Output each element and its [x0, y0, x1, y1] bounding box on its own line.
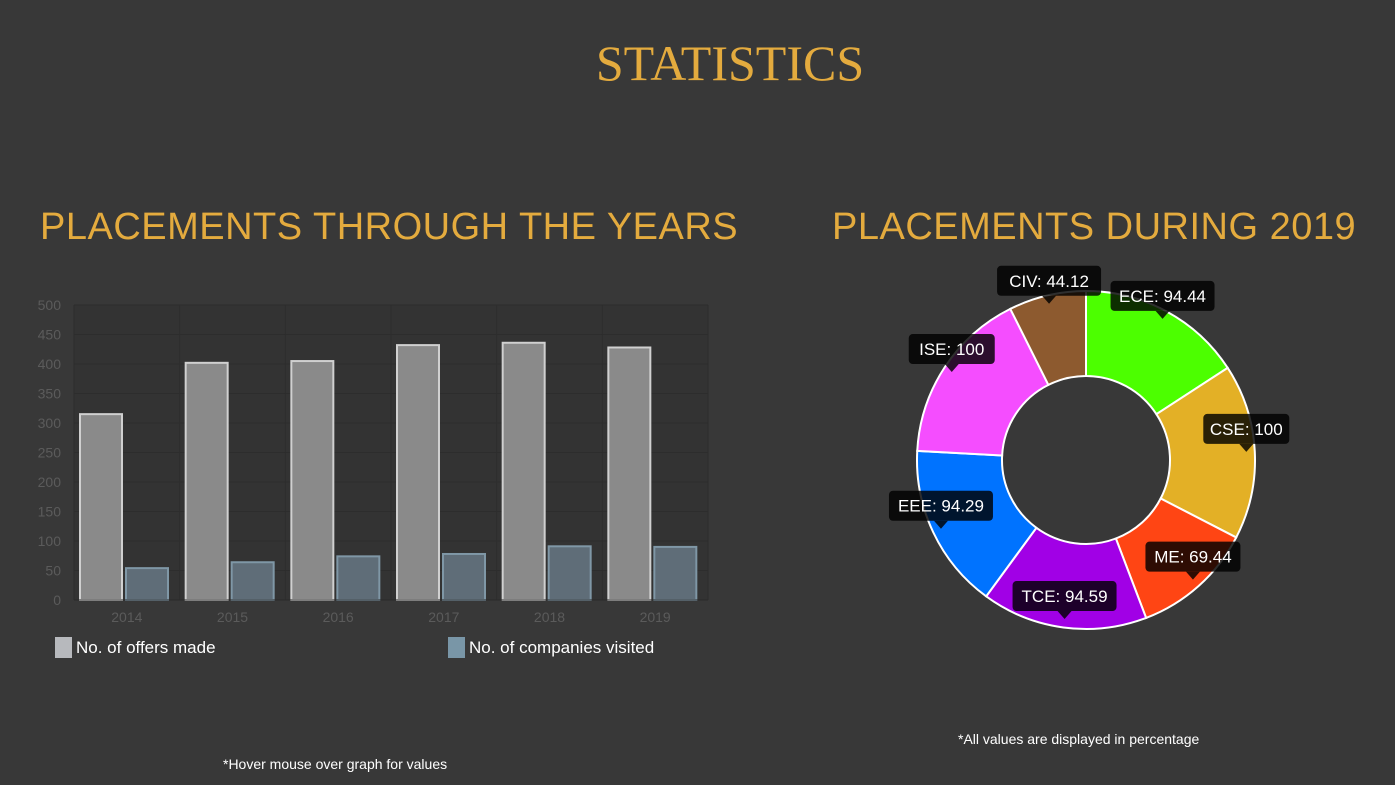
bar-companies[interactable] [442, 552, 486, 601]
y-tick-label: 350 [38, 386, 62, 402]
y-tick-label: 400 [38, 356, 62, 372]
donut-slice-cse[interactable] [1155, 366, 1256, 539]
donut-chart-title: PLACEMENTS DURING 2019 [832, 206, 1357, 248]
bar-offers[interactable] [184, 361, 229, 601]
x-tick-label: 2019 [640, 609, 671, 625]
bar-companies[interactable] [547, 545, 592, 601]
bar-offers[interactable] [79, 413, 123, 601]
donut-slice-eee[interactable] [916, 449, 1038, 598]
bar-companies[interactable] [230, 561, 275, 601]
svg-text:ME: 69.44: ME: 69.44 [1154, 548, 1232, 567]
donut-slice-ise[interactable] [916, 307, 1050, 457]
bar-chart-title: PLACEMENTS THROUGH THE YEARS [40, 206, 739, 248]
y-tick-label: 150 [38, 504, 62, 520]
bar-chart[interactable]: 0 50 100 150 200 250 300 350 400 450 500 2014 2015 20… [0, 0, 720, 640]
y-tick-label: 50 [45, 563, 61, 579]
svg-text:ECE: 94.44: ECE: 94.44 [1119, 287, 1206, 306]
y-tick-label: 100 [38, 533, 62, 549]
bar-chart-note: *Hover mouse over graph for values [223, 756, 448, 772]
bar-companies[interactable] [336, 555, 381, 602]
y-tick-label: 500 [38, 297, 62, 313]
slice-label-ise: ISE: 100 [908, 334, 995, 373]
slice-label-civ: CIV: 44.12 [997, 265, 1102, 304]
page-title: STATISTICS [595, 35, 865, 91]
slice-label-cse: CSE: 100 [1203, 413, 1290, 452]
x-tick-label: 2015 [217, 609, 248, 625]
y-tick-label: 250 [38, 445, 62, 461]
legend-item-companies[interactable]: No. of companies visited [448, 637, 654, 658]
svg-text:CIV: 44.12: CIV: 44.12 [1009, 272, 1089, 291]
legend-swatch-companies [448, 637, 465, 658]
donut-chart-note: *All values are displayed in percentage [958, 731, 1200, 747]
x-tick-label: 2014 [111, 609, 142, 625]
legend-label-companies: No. of companies visited [469, 637, 655, 657]
y-tick-label: 450 [38, 327, 62, 343]
bar-companies[interactable] [653, 545, 698, 602]
y-tick-label: 200 [38, 474, 62, 490]
bar-offers[interactable] [396, 344, 440, 601]
svg-text:CSE: 100: CSE: 100 [1210, 420, 1283, 439]
legend-item-offers[interactable]: No. of offers made [55, 637, 216, 658]
legend-swatch-offers [55, 637, 72, 658]
x-tick-label: 2018 [534, 609, 565, 625]
bar-offers[interactable] [501, 341, 546, 601]
slice-label-eee: EEE: 94.29 [888, 490, 993, 529]
bar-offers[interactable] [290, 360, 335, 601]
svg-text:TCE: 94.59: TCE: 94.59 [1022, 587, 1108, 606]
y-tick-label: 300 [38, 415, 62, 431]
svg-text:ISE: 100: ISE: 100 [919, 340, 984, 359]
legend-label-offers: No. of offers made [76, 637, 216, 657]
slice-label-me: ME: 69.44 [1145, 541, 1241, 580]
y-tick-label: 0 [53, 592, 61, 608]
slice-label-ece: ECE: 94.44 [1110, 280, 1215, 319]
slice-label-tce: TCE: 94.59 [1012, 581, 1117, 620]
x-tick-label: 2017 [428, 609, 459, 625]
x-tick-label: 2016 [323, 609, 354, 625]
svg-text:EEE: 94.29: EEE: 94.29 [898, 497, 984, 516]
